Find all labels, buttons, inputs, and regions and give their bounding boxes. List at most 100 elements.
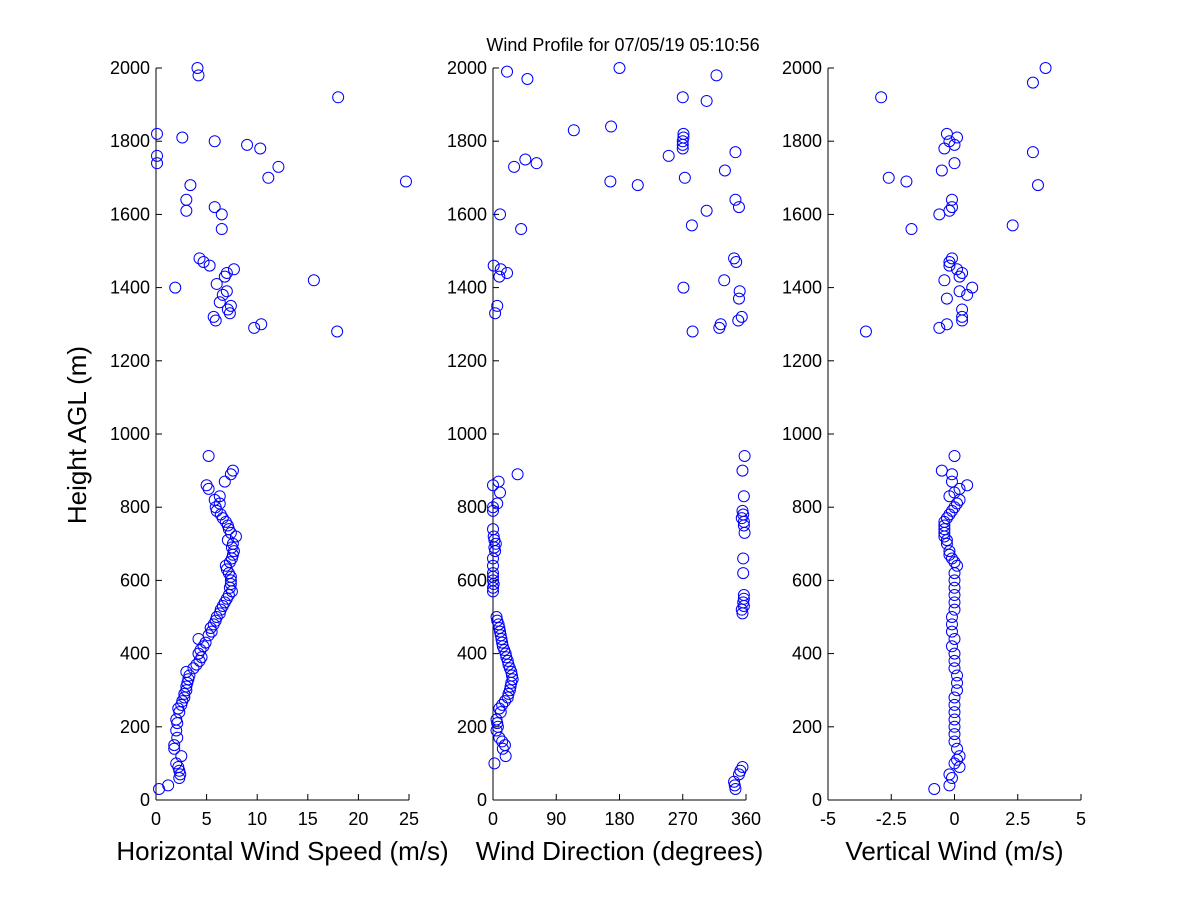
data-point (496, 698, 509, 711)
data-point (662, 149, 675, 162)
data-point (737, 552, 750, 565)
x-tick-label: 10 (247, 809, 267, 829)
data-point (736, 464, 749, 477)
y-tick-label: 1800 (110, 131, 150, 151)
data-point (511, 468, 524, 481)
data-point (202, 449, 215, 462)
y-tick-label: 2000 (782, 58, 822, 78)
data-point (737, 508, 750, 521)
data-point (730, 255, 743, 268)
data-point (943, 259, 956, 272)
data-point (210, 611, 223, 623)
x-axis-label: Horizontal Wind Speed (m/s) (116, 836, 448, 866)
y-tick-label: 0 (140, 790, 150, 810)
data-point (190, 658, 203, 671)
data-point (530, 157, 543, 170)
data-point (948, 574, 961, 587)
data-point (948, 728, 961, 741)
data-point (494, 625, 507, 638)
data-point (875, 91, 888, 104)
y-tick-label: 800 (120, 497, 150, 517)
data-point (180, 665, 193, 678)
data-point (226, 464, 239, 477)
data-point (487, 567, 499, 580)
x-tick-label: -5 (820, 809, 836, 829)
data-point (173, 764, 186, 777)
data-point (945, 640, 958, 653)
data-point (938, 523, 951, 536)
y-tick-label: 0 (477, 790, 487, 810)
data-point (224, 574, 237, 587)
data-point (182, 673, 195, 686)
x-tick-label: 2.5 (1005, 809, 1030, 829)
data-point (332, 91, 345, 104)
data-point (501, 65, 514, 78)
data-point (199, 636, 212, 649)
data-point (494, 486, 507, 499)
data-point (677, 131, 690, 144)
data-point (736, 504, 749, 517)
data-point (192, 632, 205, 645)
data-point (737, 592, 750, 605)
data-point (487, 530, 500, 543)
data-point (940, 512, 953, 525)
data-point (613, 62, 626, 74)
data-point (948, 581, 961, 594)
y-tick-label: 1400 (110, 278, 150, 298)
data-point (940, 318, 953, 331)
data-point (491, 299, 504, 312)
data-point (488, 757, 501, 770)
panel-3: 0 200 400 600 800 1000 1200 1400 1600 1800 2000 -5 -… (782, 58, 1086, 866)
y-tick-label: 1000 (447, 424, 487, 444)
data-point (676, 135, 689, 148)
data-point (496, 742, 509, 755)
data-point (218, 475, 231, 488)
data-point (738, 449, 751, 462)
y-tick-label: 1600 (110, 204, 150, 224)
data-point (220, 266, 233, 279)
data-point (945, 772, 958, 785)
data-point (953, 493, 966, 506)
data-point (945, 611, 958, 623)
y-axis-label: Height AGL (m) (62, 346, 92, 524)
y-tick-label: 600 (120, 570, 150, 590)
data-point (219, 515, 232, 528)
data-point (399, 175, 412, 188)
data-point (943, 779, 956, 792)
data-point (204, 621, 217, 634)
data-point (951, 676, 964, 689)
data-point (184, 179, 197, 192)
data-point (224, 299, 237, 312)
data-point (567, 124, 580, 137)
data-point (943, 545, 956, 558)
y-tick-label: 2000 (110, 58, 150, 78)
data-point (170, 757, 183, 770)
data-point (225, 552, 238, 565)
figure-title: Wind Profile for 07/05/19 05:10:56 (486, 35, 759, 55)
data-point (183, 669, 196, 682)
data-point (945, 468, 958, 481)
data-point (171, 717, 184, 730)
y-tick-label: 2000 (447, 58, 487, 78)
data-point (938, 274, 951, 287)
data-point (677, 127, 690, 140)
data-point (737, 567, 750, 580)
data-point (494, 208, 507, 221)
data-point (951, 263, 964, 276)
data-point (491, 720, 504, 733)
data-point (187, 662, 200, 675)
y-tick-label: 800 (457, 497, 487, 517)
data-point (307, 274, 320, 287)
data-point (151, 157, 164, 170)
data-point (173, 706, 186, 719)
data-point (170, 713, 183, 726)
data-point (685, 219, 698, 232)
data-point (174, 768, 187, 781)
data-point (729, 146, 742, 159)
data-point (940, 537, 953, 550)
data-point (221, 303, 234, 316)
data-point (213, 490, 226, 503)
data-point (948, 691, 961, 704)
data-point (331, 325, 344, 338)
